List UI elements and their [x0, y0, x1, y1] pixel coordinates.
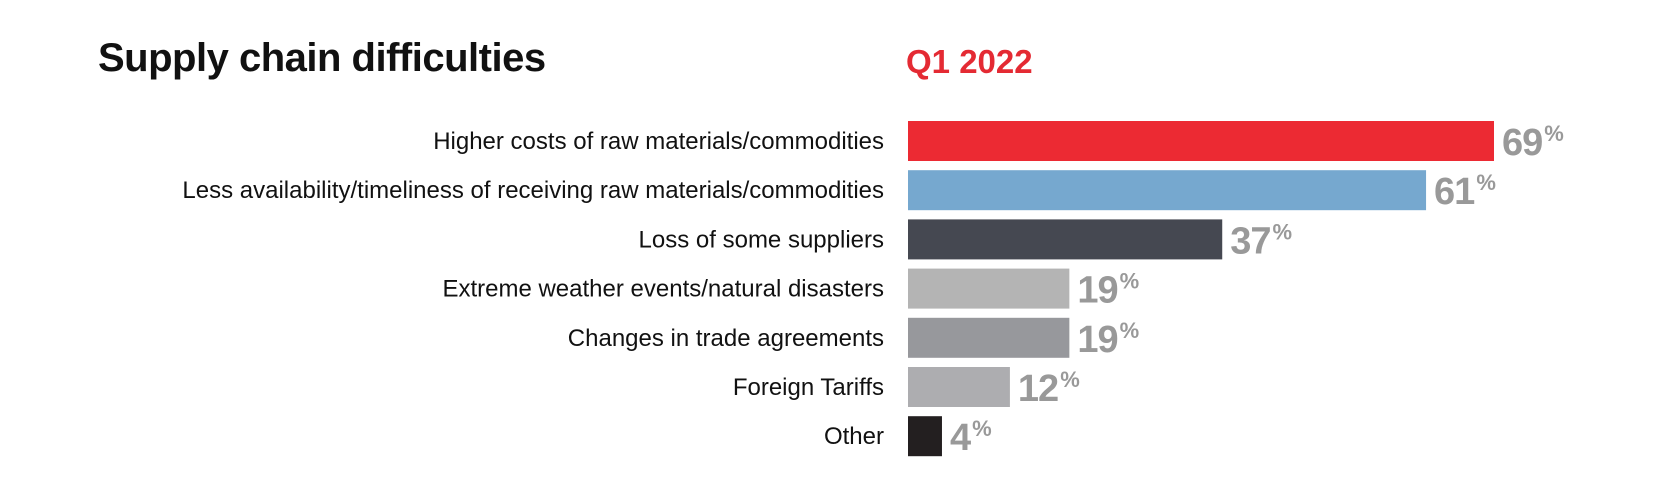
data-label: 37% — [1230, 219, 1292, 262]
data-label-unit: % — [1544, 121, 1564, 146]
data-label: 61% — [1434, 170, 1496, 213]
bar-row: Higher costs of raw materials/commoditie… — [433, 121, 1564, 164]
data-label: 19% — [1077, 269, 1139, 312]
data-label-unit: % — [1273, 219, 1293, 244]
data-label-value: 19 — [1077, 270, 1117, 312]
data-label: 69% — [1502, 121, 1564, 164]
data-label-value: 19 — [1077, 319, 1117, 361]
bar-row: Extreme weather events/natural disasters… — [442, 268, 1139, 312]
bar — [908, 268, 1070, 309]
data-label-value: 4 — [950, 417, 971, 459]
bar — [908, 170, 1427, 211]
data-label-value: 69 — [1502, 122, 1542, 164]
chart-subtitle: Q1 2022 — [906, 43, 1033, 80]
data-label-unit: % — [1060, 367, 1080, 392]
chart-title: Supply chain difficulties — [98, 36, 546, 80]
bar — [908, 317, 1070, 358]
bar — [908, 219, 1223, 260]
category-label: Less availability/timeliness of receivin… — [182, 177, 884, 204]
category-label: Changes in trade agreements — [568, 325, 884, 352]
bar-row: Loss of some suppliers 37% — [639, 219, 1292, 262]
data-label-value: 12 — [1018, 368, 1058, 410]
bar-row: Less availability/timeliness of receivin… — [182, 170, 1496, 213]
data-label-unit: % — [1120, 269, 1140, 294]
bar-row: Changes in trade agreements 19% — [568, 317, 1139, 361]
data-label: 12% — [1018, 367, 1080, 410]
bar-row: Other 4% — [824, 416, 992, 459]
category-label: Higher costs of raw materials/commoditie… — [433, 128, 884, 155]
data-label-unit: % — [1120, 318, 1140, 343]
category-label: Foreign Tariffs — [733, 374, 884, 401]
data-label-unit: % — [1476, 170, 1496, 195]
bar — [908, 121, 1494, 161]
data-label: 4% — [950, 416, 992, 459]
data-label: 19% — [1077, 318, 1139, 361]
data-label-value: 61 — [1434, 171, 1475, 213]
bar — [908, 367, 1010, 407]
data-label-value: 37 — [1230, 220, 1270, 262]
category-label: Loss of some suppliers — [639, 226, 884, 253]
category-label: Extreme weather events/natural disasters — [442, 276, 884, 303]
bar-row: Foreign Tariffs 12% — [733, 367, 1080, 410]
category-label: Other — [824, 423, 884, 450]
data-label-unit: % — [972, 416, 992, 441]
bar — [908, 416, 942, 457]
